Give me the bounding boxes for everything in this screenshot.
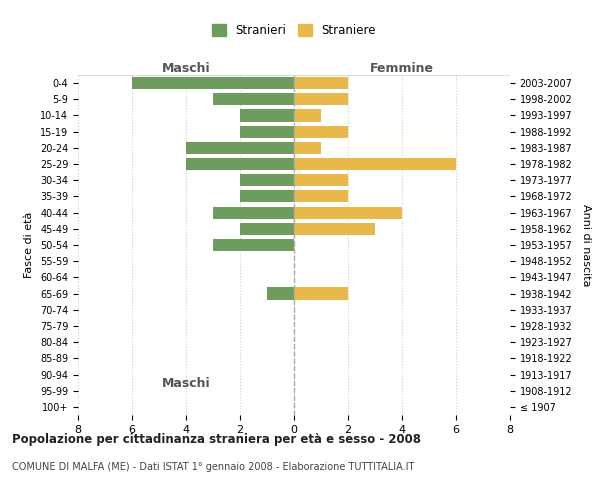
Bar — [294, 77, 348, 89]
Bar — [240, 110, 294, 122]
Bar — [294, 93, 348, 106]
Bar — [294, 142, 321, 154]
Bar — [240, 222, 294, 235]
Text: Maschi: Maschi — [161, 377, 211, 390]
Bar — [267, 288, 294, 300]
Bar — [294, 110, 321, 122]
Bar — [294, 158, 456, 170]
Bar — [294, 190, 348, 202]
Bar — [294, 126, 348, 138]
Bar — [213, 93, 294, 106]
Text: Popolazione per cittadinanza straniera per età e sesso - 2008: Popolazione per cittadinanza straniera p… — [12, 432, 421, 446]
Bar — [213, 206, 294, 218]
Bar — [186, 142, 294, 154]
Bar — [213, 239, 294, 251]
Bar — [132, 77, 294, 89]
Y-axis label: Fasce di età: Fasce di età — [25, 212, 34, 278]
Legend: Stranieri, Straniere: Stranieri, Straniere — [207, 20, 381, 42]
Bar — [294, 222, 375, 235]
Bar — [294, 174, 348, 186]
Bar — [294, 288, 348, 300]
Bar — [294, 206, 402, 218]
Bar — [240, 190, 294, 202]
Bar — [186, 158, 294, 170]
Text: COMUNE DI MALFA (ME) - Dati ISTAT 1° gennaio 2008 - Elaborazione TUTTITALIA.IT: COMUNE DI MALFA (ME) - Dati ISTAT 1° gen… — [12, 462, 415, 472]
Text: Femmine: Femmine — [370, 62, 434, 75]
Text: Maschi: Maschi — [161, 62, 211, 75]
Y-axis label: Anni di nascita: Anni di nascita — [581, 204, 591, 286]
Bar — [240, 174, 294, 186]
Bar — [240, 126, 294, 138]
